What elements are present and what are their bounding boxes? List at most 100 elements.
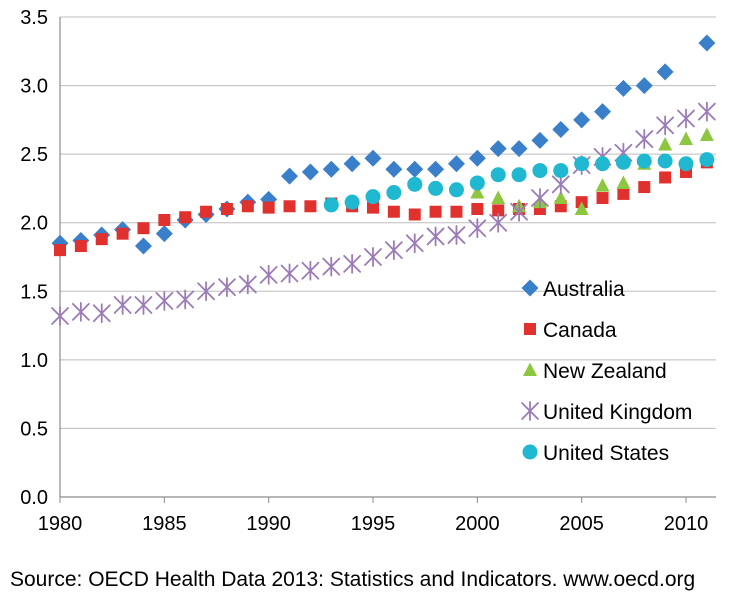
point-united-states (678, 156, 694, 172)
point-united-kingdom (656, 115, 675, 136)
point-australia (364, 149, 382, 167)
y-tick-labels: 0.0 0.5 1.0 1.5 2.0 2.5 3.0 3.5 (20, 7, 48, 509)
point-australia (531, 131, 549, 149)
point-australia (447, 155, 465, 173)
point-canada (387, 205, 400, 218)
point-canada (304, 200, 317, 213)
point-new-zealand (553, 190, 568, 205)
point-new-zealand (491, 190, 506, 205)
point-new-zealand (658, 137, 673, 151)
legend-label-canada: Canada (543, 319, 617, 342)
point-united-kingdom (531, 188, 549, 208)
point-canada (137, 222, 150, 235)
point-australia (281, 167, 299, 185)
point-united-kingdom (301, 260, 320, 281)
point-australia (614, 79, 632, 97)
point-canada (158, 213, 171, 226)
point-united-states (407, 176, 423, 192)
point-united-states (469, 175, 485, 191)
point-australia (427, 160, 445, 178)
point-united-kingdom (426, 226, 445, 247)
point-united-kingdom (697, 101, 716, 122)
point-united-kingdom (197, 281, 215, 302)
y-tick-label: 1.5 (20, 281, 48, 303)
point-united-states (532, 163, 548, 179)
point-new-zealand (699, 127, 714, 141)
point-united-kingdom (176, 289, 195, 310)
point-canada (200, 205, 213, 218)
x-tick-label: 2005 (559, 513, 604, 535)
point-australia (573, 111, 591, 129)
point-united-states (490, 167, 506, 183)
point-united-kingdom (384, 240, 403, 261)
point-canada (408, 208, 421, 221)
point-australia (552, 120, 570, 138)
point-australia (489, 140, 507, 158)
legend-marker-united-kingdom (521, 401, 539, 421)
point-united-kingdom (489, 212, 508, 233)
legend-marker-australia (521, 279, 539, 297)
y-tick-label: 0.0 (20, 487, 48, 509)
legend-label-new-zealand: New Zealand (543, 360, 667, 383)
point-canada (596, 192, 609, 205)
legend-marker-canada (524, 323, 536, 335)
point-united-states (323, 197, 339, 213)
point-australia (698, 34, 716, 52)
point-canada (429, 205, 442, 218)
point-united-kingdom (510, 201, 528, 222)
legend-item-australia: Australia (521, 278, 625, 301)
point-australia (301, 163, 319, 181)
point-united-kingdom (280, 263, 299, 284)
x-tick-labels: 1980 1985 1990 1995 2000 2005 2010 (38, 513, 709, 535)
point-canada (492, 204, 505, 217)
point-canada (638, 181, 651, 194)
point-united-states (636, 153, 652, 169)
point-united-states (699, 152, 715, 168)
point-canada (241, 200, 254, 213)
point-united-states (574, 156, 590, 172)
point-canada (54, 244, 66, 257)
point-canada (116, 227, 129, 240)
point-united-kingdom (551, 174, 570, 195)
x-tick-label: 1995 (351, 513, 396, 535)
point-united-states (448, 182, 464, 198)
point-australia (635, 77, 653, 95)
point-united-kingdom (677, 108, 695, 129)
y-tick-label: 1.0 (20, 350, 48, 372)
point-new-zealand (616, 175, 631, 189)
legend-label-australia: Australia (543, 278, 625, 301)
point-united-kingdom (218, 277, 236, 298)
y-tick-label: 2.5 (20, 144, 48, 166)
point-united-kingdom (71, 301, 90, 322)
point-australia (510, 140, 528, 158)
x-tick-label: 2010 (664, 513, 709, 535)
legend-item-canada: Canada (524, 319, 617, 342)
axes (59, 17, 716, 503)
point-australia (594, 103, 612, 121)
point-united-kingdom (92, 303, 111, 324)
legend-label-united-states: United States (543, 442, 669, 465)
point-united-kingdom (322, 256, 341, 277)
y-tick-label: 0.5 (20, 418, 48, 440)
y-tick-label: 3.0 (20, 76, 48, 98)
point-united-kingdom (447, 225, 466, 245)
y-tick-label: 2.0 (20, 213, 48, 235)
series-canada (54, 156, 713, 257)
point-united-states (657, 153, 673, 169)
point-canada (95, 233, 108, 246)
point-united-states (553, 163, 569, 179)
point-united-kingdom (635, 129, 654, 149)
point-new-zealand (574, 201, 589, 215)
point-australia (155, 225, 173, 243)
legend-item-united-states: United States (522, 442, 669, 465)
point-australia (343, 155, 361, 173)
legend-label-united-kingdom: United Kingdom (543, 401, 692, 424)
point-united-kingdom (134, 295, 153, 315)
legend: Australia Canada New Zealand United Kingdom… (521, 278, 692, 465)
point-canada (450, 205, 463, 218)
point-united-kingdom (468, 218, 487, 239)
series-united-kingdom (51, 101, 716, 326)
point-united-states (386, 185, 402, 201)
point-australia (385, 160, 403, 178)
